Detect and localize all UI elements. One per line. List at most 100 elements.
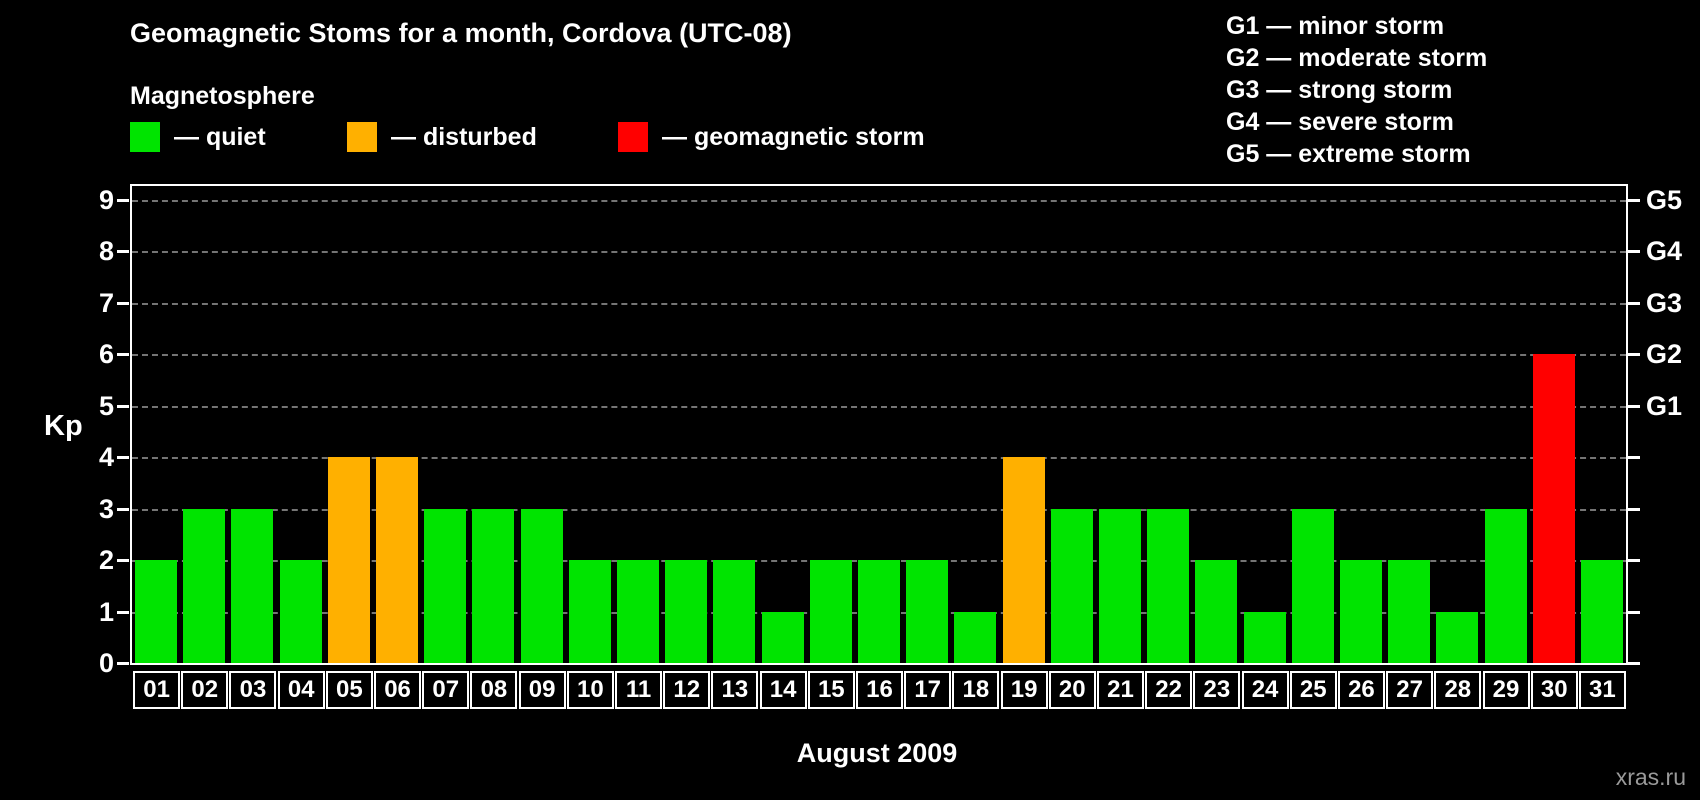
g-tick-mark-7 — [1628, 301, 1640, 305]
day-label-24: 24 — [1241, 671, 1289, 709]
bar-day-24 — [1243, 611, 1286, 663]
bar-day-27 — [1388, 560, 1431, 663]
bar-day-02 — [183, 508, 226, 663]
kp-tick-mark-8 — [117, 250, 129, 253]
day-label-15: 15 — [807, 671, 855, 709]
day-label-12: 12 — [663, 671, 711, 709]
g-label-G4: G4 — [1646, 236, 1683, 266]
bar-day-03 — [231, 508, 274, 663]
bar-day-22 — [1147, 508, 1190, 663]
plot-area — [130, 184, 1628, 665]
bar-day-20 — [1050, 508, 1093, 663]
bar-day-21 — [1098, 508, 1141, 663]
bar-day-14 — [761, 611, 804, 663]
g-label-G1: G1 — [1646, 390, 1683, 421]
g-label-G3: G3 — [1646, 287, 1683, 318]
bar-day-17 — [906, 560, 949, 663]
day-label-13: 13 — [711, 671, 759, 709]
g-tick-mark-8 — [1628, 250, 1640, 253]
kp-tick-mark-3 — [117, 507, 129, 511]
legend-item-quiet: — quiet — [130, 122, 266, 152]
storm-scale-g5: G5 — extreme storm — [1226, 140, 1471, 168]
magnetosphere-label: Magnetosphere — [130, 82, 315, 110]
bar-day-16 — [858, 560, 900, 663]
day-label-16: 16 — [856, 671, 903, 709]
gridline-kp-3 — [132, 508, 1626, 511]
day-label-09: 09 — [518, 671, 566, 709]
g-tick-mark-9 — [1628, 198, 1640, 202]
kp-tick-label-0: 0 — [98, 648, 114, 678]
storm-color-swatch — [618, 122, 648, 152]
day-label-21: 21 — [1096, 671, 1144, 709]
kp-tick-label-2: 2 — [98, 545, 114, 575]
legend-label-quiet: — quiet — [174, 122, 266, 151]
g-tick-mark-6 — [1628, 353, 1640, 356]
gridline-kp-6 — [132, 354, 1626, 356]
bar-day-23 — [1195, 560, 1238, 663]
day-label-31: 31 — [1578, 671, 1626, 709]
storm-scale-g1: G1 — minor storm — [1226, 12, 1445, 40]
kp-tick-label-7: 7 — [98, 287, 114, 318]
bar-day-25 — [1291, 508, 1334, 663]
day-label-04: 04 — [277, 671, 325, 709]
g-label-G5: G5 — [1646, 184, 1683, 215]
day-label-27: 27 — [1386, 671, 1434, 709]
day-label-06: 06 — [374, 671, 422, 709]
storm-scale-g3: G3 — strong storm — [1226, 76, 1453, 104]
bar-day-12 — [665, 560, 708, 663]
kp-tick-label-8: 8 — [98, 236, 114, 266]
watermark: xras.ru — [1615, 764, 1686, 790]
day-label-26: 26 — [1337, 671, 1385, 709]
bar-day-13 — [713, 560, 756, 663]
day-label-22: 22 — [1145, 671, 1193, 709]
legend-label-storm: — geomagnetic storm — [662, 122, 925, 151]
day-label-14: 14 — [759, 671, 807, 709]
day-label-23: 23 — [1193, 671, 1241, 709]
gridline-kp-5 — [132, 405, 1626, 408]
day-label-01: 01 — [133, 671, 181, 709]
bar-day-05 — [327, 457, 370, 663]
kp-tick-mark-2 — [117, 559, 129, 562]
gridline-kp-7 — [132, 302, 1626, 305]
day-label-28: 28 — [1434, 671, 1482, 709]
bar-day-10 — [568, 560, 611, 663]
day-label-30: 30 — [1530, 671, 1578, 709]
quiet-color-swatch — [130, 122, 160, 152]
kp-tick-label-6: 6 — [98, 339, 114, 369]
g-tick-mark-3 — [1628, 507, 1640, 511]
kp-tick-label-9: 9 — [98, 184, 114, 215]
day-label-17: 17 — [904, 671, 952, 709]
kp-tick-mark-7 — [117, 301, 129, 305]
day-label-20: 20 — [1048, 671, 1096, 709]
gridline-kp-9 — [132, 199, 1626, 202]
bar-day-30 — [1532, 354, 1575, 663]
kp-tick-mark-9 — [117, 198, 129, 202]
kp-tick-label-3: 3 — [98, 493, 114, 524]
bar-day-06 — [376, 457, 419, 663]
kp-tick-label-1: 1 — [98, 596, 114, 627]
gridline-kp-4 — [132, 457, 1626, 459]
disturbed-color-swatch — [347, 122, 377, 152]
g-tick-mark-2 — [1628, 559, 1640, 562]
kp-tick-label-5: 5 — [98, 390, 114, 421]
bar-day-15 — [809, 560, 852, 663]
legend-label-disturbed: — disturbed — [391, 122, 537, 151]
storm-scale-legend: G1 — minor storm G2 — moderate storm G3 … — [1226, 10, 1487, 170]
bar-day-11 — [617, 560, 660, 663]
g-tick-mark-1 — [1628, 610, 1640, 614]
bar-day-09 — [520, 508, 563, 663]
day-label-07: 07 — [422, 671, 470, 709]
bar-day-04 — [279, 560, 322, 663]
storm-scale-g2: G2 — moderate storm — [1226, 44, 1488, 72]
bar-day-01 — [135, 560, 178, 663]
bar-day-07 — [424, 508, 467, 663]
day-label-18: 18 — [952, 671, 1000, 709]
day-label-10: 10 — [566, 671, 614, 709]
day-label-29: 29 — [1482, 671, 1530, 709]
bar-day-08 — [472, 508, 515, 663]
kp-tick-mark-0 — [117, 662, 129, 665]
day-label-03: 03 — [229, 671, 277, 709]
legend-item-disturbed: — disturbed — [347, 122, 537, 152]
kp-tick-mark-4 — [117, 456, 129, 459]
